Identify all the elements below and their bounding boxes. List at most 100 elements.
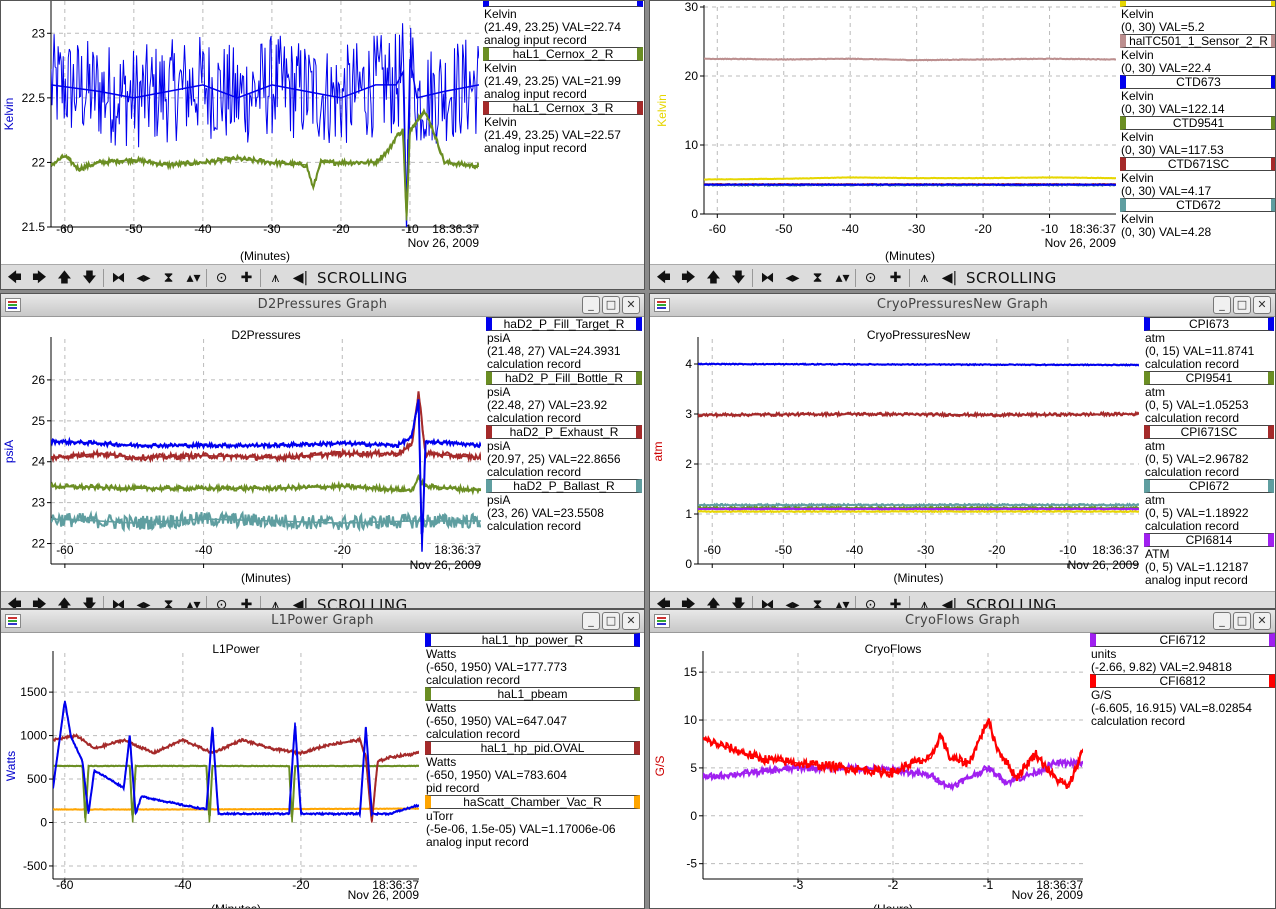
- maximize-button[interactable]: □: [1233, 296, 1251, 314]
- minimize-button[interactable]: _: [582, 612, 600, 630]
- zoom-in-y-icon[interactable]: ⧗: [163, 270, 174, 286]
- legend-pv-button[interactable]: CTD673: [1120, 75, 1275, 89]
- zoom-in-y-icon[interactable]: ⧗: [812, 270, 823, 286]
- titlebar-p4[interactable]: CryoPressuresNew Graph _ □ ✕: [650, 294, 1275, 317]
- scroll-left-icon[interactable]: 🡄: [656, 270, 671, 286]
- legend-pv-button[interactable]: CPI671SC: [1144, 425, 1274, 439]
- legend-pv-button[interactable]: CPI672: [1144, 479, 1274, 493]
- titlebar-p6[interactable]: CryoFlows Graph _ □ ✕: [650, 610, 1275, 633]
- legend-pv-button[interactable]: CPI9541: [1144, 371, 1274, 385]
- close-button[interactable]: ✕: [622, 612, 640, 630]
- zoom-out-x-icon[interactable]: ◂▸: [136, 597, 151, 609]
- legend-pv-button[interactable]: CTD672: [1120, 198, 1275, 212]
- legend-pv-button[interactable]: CFI6712: [1090, 633, 1275, 647]
- legend-pv-button[interactable]: haL1_hp_pid.OVAL: [425, 741, 640, 755]
- autoscale-icon[interactable]: ⩚: [271, 597, 280, 609]
- scroll-right-icon[interactable]: 🡆: [681, 270, 696, 286]
- autoscale-icon[interactable]: ⩚: [920, 597, 929, 609]
- legend-pv-button[interactable]: haL1_Cernox_2_R: [483, 47, 643, 61]
- scroll-up-icon[interactable]: 🡅: [57, 270, 72, 286]
- add-icon[interactable]: ✚: [889, 270, 902, 286]
- scroll-right-icon[interactable]: 🡆: [681, 597, 696, 609]
- legend-info-line: (-2.66, 9.82) VAL=2.94818: [1091, 660, 1232, 674]
- legend-pv-button[interactable]: haScatt_Chamber_Vac_R: [425, 795, 640, 809]
- legend-pv-button[interactable]: haD2_P_Fill_Bottle_R: [486, 371, 642, 385]
- zoom-out-y-icon[interactable]: ▴▾: [186, 597, 201, 609]
- add-icon[interactable]: ✚: [240, 270, 253, 286]
- scroll-up-icon[interactable]: 🡅: [706, 597, 721, 609]
- legend-info-line: (21.49, 23.25) VAL=21.99: [484, 74, 621, 88]
- legend-info-line: (-650, 1950) VAL=177.773: [426, 660, 567, 674]
- legend-pv-button[interactable]: CTD9541: [1120, 116, 1275, 130]
- legend-pv-button[interactable]: haD2_P_Exhaust_R: [486, 425, 642, 439]
- app-icon[interactable]: [654, 298, 670, 312]
- scroll-left-icon[interactable]: 🡄: [656, 597, 671, 609]
- legend-pv-button[interactable]: CPI6814: [1144, 533, 1274, 547]
- maximize-button[interactable]: □: [602, 296, 620, 314]
- titlebar-p3[interactable]: D2Pressures Graph _ □ ✕: [1, 294, 644, 317]
- x-tick-label: -20: [292, 878, 310, 892]
- minimize-button[interactable]: _: [1213, 296, 1231, 314]
- legend-pv-button[interactable]: CTD671SC: [1120, 157, 1275, 171]
- scroll-down-icon[interactable]: 🡇: [731, 597, 746, 609]
- minimize-button[interactable]: _: [582, 296, 600, 314]
- zoom-in-y-icon[interactable]: ⧗: [163, 597, 174, 609]
- zoom-out-y-icon[interactable]: ▴▾: [186, 270, 201, 286]
- pin-icon[interactable]: ◀|: [292, 597, 309, 609]
- scroll-down-icon[interactable]: 🡇: [82, 597, 97, 609]
- graph-window-6: CryoFlows Graph _ □ ✕ CryoFlows -5 0 5 10 15 -…: [649, 609, 1276, 909]
- legend-info-line: (0, 30) VAL=117.53: [1121, 143, 1224, 157]
- add-icon[interactable]: ✚: [240, 597, 253, 609]
- pin-icon[interactable]: ◀|: [941, 270, 958, 286]
- scroll-up-icon[interactable]: 🡅: [57, 597, 72, 609]
- x-tick-label: -3: [793, 878, 804, 892]
- maximize-button[interactable]: □: [602, 612, 620, 630]
- app-icon[interactable]: [654, 614, 670, 628]
- legend-pv-button[interactable]: CFI6812: [1090, 674, 1275, 688]
- legend-pv-button[interactable]: haL1_pbeam: [425, 687, 640, 701]
- legend-pv-button[interactable]: haD2_P_Fill_Target_R: [486, 317, 642, 331]
- app-icon[interactable]: [5, 298, 21, 312]
- autoscale-icon[interactable]: ⩚: [920, 270, 929, 286]
- reset-icon[interactable]: ⊙: [215, 270, 228, 286]
- scroll-right-icon[interactable]: 🡆: [32, 270, 47, 286]
- legend-pv-button[interactable]: haL1_hp_power_R: [425, 633, 640, 647]
- zoom-in-x-icon[interactable]: ⧓: [111, 597, 126, 609]
- pin-icon[interactable]: ◀|: [292, 270, 309, 286]
- scroll-down-icon[interactable]: 🡇: [82, 270, 97, 286]
- reset-icon[interactable]: ⊙: [215, 597, 228, 609]
- zoom-out-x-icon[interactable]: ◂▸: [785, 270, 800, 286]
- legend-pv-button[interactable]: haD2_P_Ballast_R: [486, 479, 642, 493]
- zoom-in-x-icon[interactable]: ⧓: [760, 270, 775, 286]
- reset-icon[interactable]: ⊙: [864, 270, 877, 286]
- zoom-in-x-icon[interactable]: ⧓: [760, 597, 775, 609]
- minimize-button[interactable]: _: [1213, 612, 1231, 630]
- legend-pv-button[interactable]: halTC501_1_Sensor_2_R: [1120, 34, 1275, 48]
- series-trend-1: [704, 58, 1116, 61]
- pin-icon[interactable]: ◀|: [941, 597, 958, 609]
- scroll-down-icon[interactable]: 🡇: [731, 270, 746, 286]
- add-icon[interactable]: ✚: [889, 597, 902, 609]
- legend-pv-button[interactable]: [1120, 1, 1275, 7]
- zoom-out-x-icon[interactable]: ◂▸: [785, 597, 800, 609]
- zoom-in-y-icon[interactable]: ⧗: [812, 597, 823, 609]
- autoscale-icon[interactable]: ⩚: [271, 270, 280, 286]
- zoom-in-x-icon[interactable]: ⧓: [111, 270, 126, 286]
- zoom-out-y-icon[interactable]: ▴▾: [835, 597, 850, 609]
- scroll-left-icon[interactable]: 🡄: [7, 270, 22, 286]
- reset-icon[interactable]: ⊙: [864, 597, 877, 609]
- legend-pv-button[interactable]: CPI673: [1144, 317, 1274, 331]
- close-button[interactable]: ✕: [1253, 296, 1271, 314]
- close-button[interactable]: ✕: [1253, 612, 1271, 630]
- close-button[interactable]: ✕: [622, 296, 640, 314]
- maximize-button[interactable]: □: [1233, 612, 1251, 630]
- scroll-up-icon[interactable]: 🡅: [706, 270, 721, 286]
- scroll-left-icon[interactable]: 🡄: [7, 597, 22, 609]
- app-icon[interactable]: [5, 614, 21, 628]
- legend-pv-button[interactable]: [483, 1, 643, 7]
- zoom-out-y-icon[interactable]: ▴▾: [835, 270, 850, 286]
- zoom-out-x-icon[interactable]: ◂▸: [136, 270, 151, 286]
- legend-pv-button[interactable]: haL1_Cernox_3_R: [483, 101, 643, 115]
- scroll-right-icon[interactable]: 🡆: [32, 597, 47, 609]
- titlebar-p5[interactable]: L1Power Graph _ □ ✕: [1, 610, 644, 633]
